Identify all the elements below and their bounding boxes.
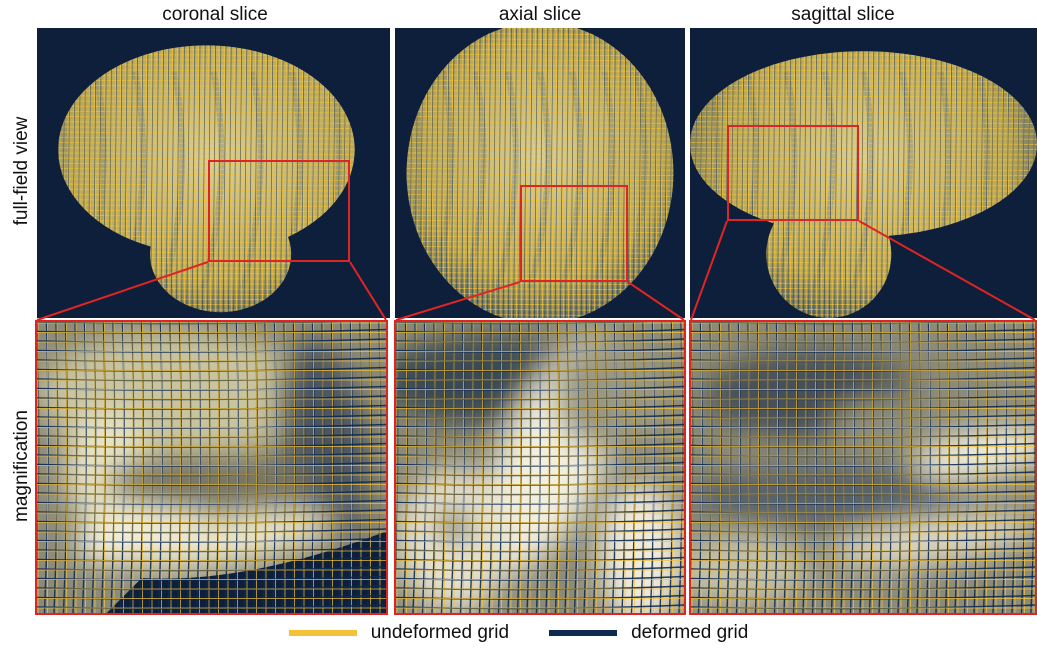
- axial-full-panel: [395, 28, 685, 318]
- coronal-full-image: [37, 28, 390, 318]
- legend-item-deformed: deformed grid: [549, 622, 748, 644]
- axial-zoom-box: [520, 185, 628, 282]
- axial-magnified-image: [396, 322, 684, 613]
- sagittal-magnified-panel: [689, 320, 1037, 615]
- legend-swatch-undeformed: [288, 630, 357, 636]
- legend-label-undeformed: undeformed grid: [370, 622, 510, 643]
- row-label-full-field: full-field view: [11, 116, 32, 226]
- column-title-coronal: coronal slice: [162, 4, 268, 25]
- axial-full-image: [395, 28, 685, 318]
- coronal-full-panel: [37, 28, 390, 318]
- row-label-magnification: magnification: [11, 410, 32, 522]
- legend-label-deformed: deformed grid: [631, 622, 749, 643]
- column-title-sagittal: sagittal slice: [791, 4, 895, 25]
- column-title-axial: axial slice: [498, 4, 582, 25]
- legend-swatch-deformed: [549, 630, 618, 636]
- sagittal-magnified-image: [691, 322, 1035, 613]
- legend: undeformed grid deformed grid: [0, 622, 1037, 644]
- sagittal-zoom-box: [727, 125, 859, 221]
- coronal-magnified-image: [37, 322, 386, 613]
- coronal-zoom-box: [208, 160, 350, 262]
- coronal-magnified-panel: [35, 320, 388, 615]
- legend-item-undeformed: undeformed grid: [288, 622, 510, 644]
- axial-magnified-panel: [394, 320, 686, 615]
